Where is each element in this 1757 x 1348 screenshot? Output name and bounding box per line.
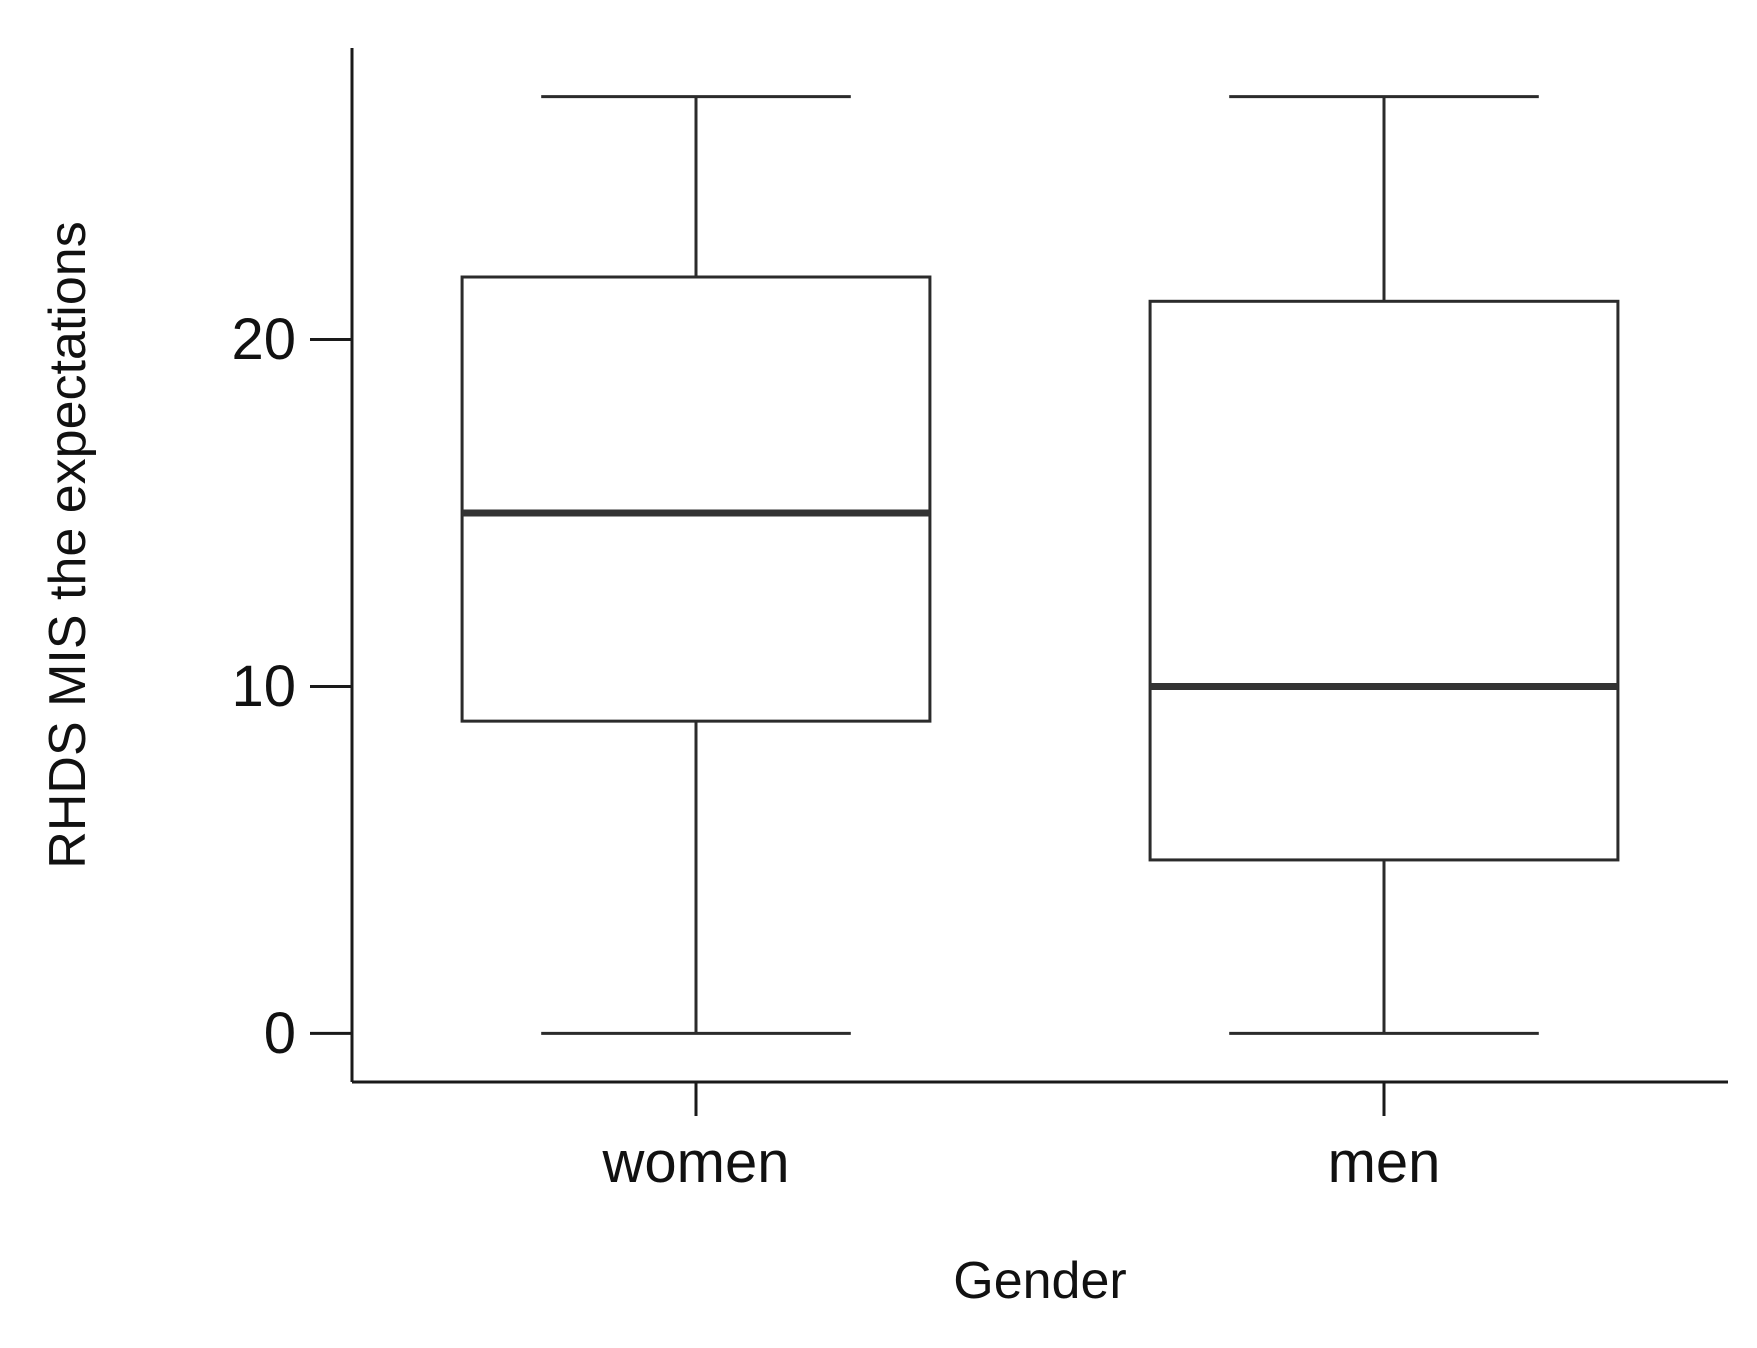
box-men: [1148, 299, 1620, 862]
x-axis-title: Gender: [953, 1252, 1126, 1310]
y-tick-label: 0: [264, 1001, 296, 1066]
y-axis-title: RHDS MIS the expectations: [39, 221, 97, 868]
plot-area: 0 10 20 women men: [231, 48, 1728, 1195]
y-tick-label: 20: [231, 307, 296, 372]
box-women: [460, 275, 932, 723]
x-tick-label: women: [602, 1130, 790, 1195]
x-tick-label: men: [1328, 1130, 1441, 1195]
y-tick-label: 10: [231, 654, 296, 719]
